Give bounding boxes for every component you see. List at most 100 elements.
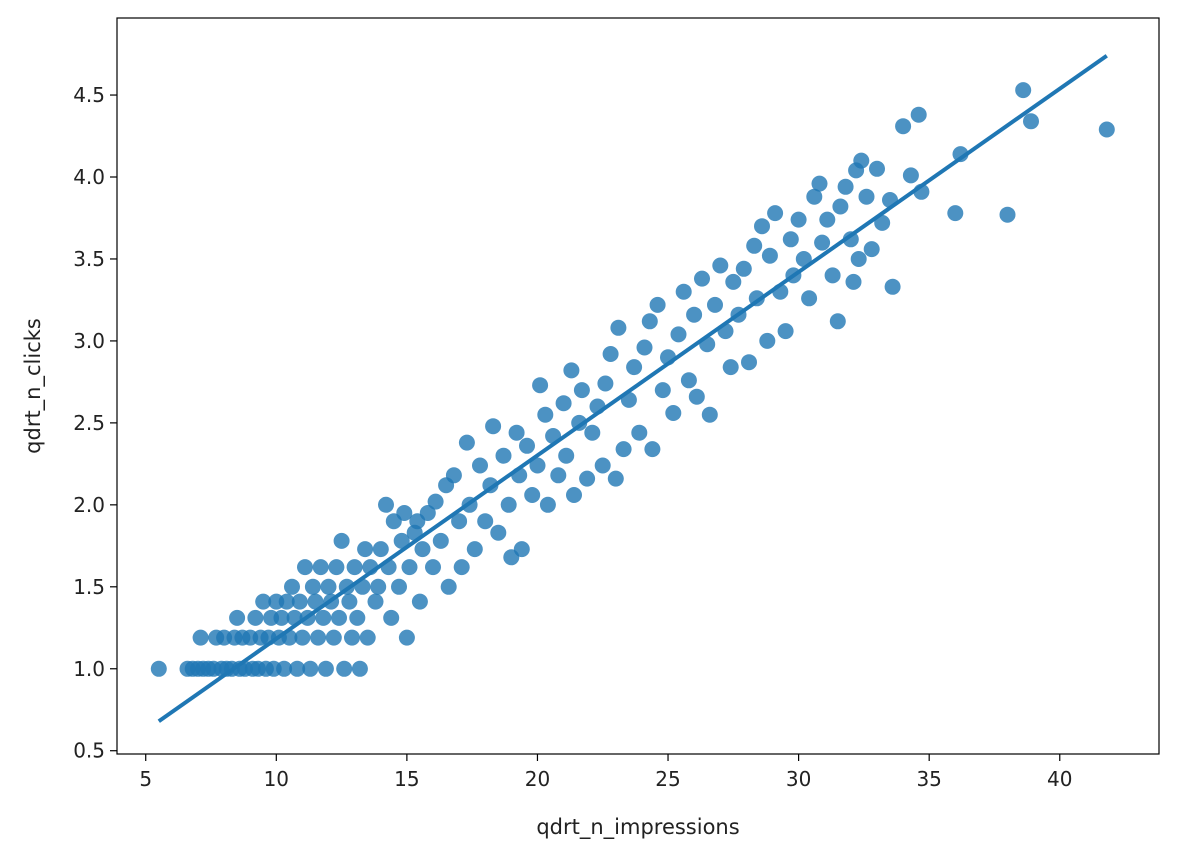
data-point xyxy=(537,406,554,423)
data-point xyxy=(845,273,862,290)
x-axis: 5 10 15 20 25 30 35 40 xyxy=(139,754,1072,791)
data-point xyxy=(782,231,799,248)
y-tick-label: 1.0 xyxy=(73,657,105,681)
data-point xyxy=(550,467,567,484)
data-point xyxy=(801,290,818,307)
data-point xyxy=(584,424,601,441)
data-point xyxy=(432,532,449,549)
data-point xyxy=(573,382,590,399)
data-point xyxy=(686,306,703,323)
data-point xyxy=(307,593,324,610)
data-point xyxy=(1098,121,1115,138)
data-point xyxy=(229,609,246,626)
data-point xyxy=(500,496,517,513)
data-point xyxy=(485,418,502,435)
data-point xyxy=(333,532,350,549)
data-point xyxy=(393,532,410,549)
x-tick-label: 5 xyxy=(139,767,152,791)
data-point xyxy=(814,234,831,251)
data-point xyxy=(367,593,384,610)
y-axis-title: qdrt_n_clicks xyxy=(21,318,46,454)
x-tick-label: 35 xyxy=(916,767,941,791)
data-point xyxy=(325,629,342,646)
data-point xyxy=(320,578,337,595)
data-point xyxy=(255,593,272,610)
data-point xyxy=(558,447,575,464)
data-point xyxy=(458,434,475,451)
data-point xyxy=(304,578,321,595)
regression-line xyxy=(157,54,1108,723)
data-point xyxy=(680,372,697,389)
data-point xyxy=(532,377,549,394)
data-point xyxy=(294,629,311,646)
data-point xyxy=(419,505,436,521)
data-point xyxy=(707,296,723,313)
y-tick-label: 2.0 xyxy=(73,493,105,517)
data-point xyxy=(555,395,572,412)
y-tick-label: 2.5 xyxy=(73,411,105,435)
data-point xyxy=(670,326,687,343)
data-point xyxy=(874,214,891,231)
data-point xyxy=(495,447,512,464)
data-point xyxy=(869,160,885,177)
data-point xyxy=(289,660,306,677)
data-point xyxy=(539,496,556,513)
data-point xyxy=(746,237,763,254)
data-point xyxy=(863,241,880,258)
data-point xyxy=(837,178,854,195)
data-point xyxy=(278,593,295,610)
data-point xyxy=(759,332,776,349)
data-point xyxy=(150,660,167,677)
data-point xyxy=(602,346,619,362)
data-point xyxy=(291,593,308,610)
data-point xyxy=(247,609,264,626)
data-point xyxy=(359,629,376,646)
data-point xyxy=(566,487,582,503)
y-tick-label: 3.0 xyxy=(73,329,105,353)
data-point xyxy=(806,188,823,205)
data-point xyxy=(1023,113,1039,130)
data-point xyxy=(777,323,794,340)
data-point xyxy=(310,629,327,646)
data-point xyxy=(761,247,778,264)
data-point xyxy=(372,541,389,558)
data-point xyxy=(850,251,867,267)
x-tick-label: 15 xyxy=(394,767,419,791)
data-point xyxy=(508,424,525,441)
data-point xyxy=(466,541,483,558)
data-point xyxy=(192,629,209,646)
data-point xyxy=(398,629,415,646)
data-point xyxy=(357,541,374,558)
data-point xyxy=(594,457,611,474)
data-point xyxy=(597,375,614,392)
data-point xyxy=(910,106,927,123)
data-point xyxy=(401,559,418,576)
data-point xyxy=(688,388,705,405)
data-point xyxy=(297,559,313,576)
plot-frame xyxy=(116,17,1160,755)
data-point xyxy=(884,278,901,295)
data-point xyxy=(302,660,319,677)
data-point xyxy=(665,405,682,421)
regression-layer xyxy=(157,54,1108,723)
data-point xyxy=(853,152,870,169)
data-point xyxy=(654,382,671,399)
data-point xyxy=(829,313,846,330)
x-tick-label: 25 xyxy=(655,767,680,791)
data-point xyxy=(453,559,470,576)
x-tick-label: 20 xyxy=(525,767,550,791)
data-point xyxy=(626,359,643,376)
data-point xyxy=(741,354,757,371)
data-point xyxy=(644,441,661,458)
data-point xyxy=(767,205,784,222)
y-tick-label: 3.5 xyxy=(73,247,105,271)
data-point xyxy=(524,487,541,503)
data-point xyxy=(341,593,358,610)
data-point xyxy=(722,359,739,376)
data-point xyxy=(735,260,752,277)
data-point xyxy=(902,167,919,184)
data-point xyxy=(842,231,859,248)
x-tick-label: 40 xyxy=(1047,767,1072,791)
data-point xyxy=(947,205,964,222)
